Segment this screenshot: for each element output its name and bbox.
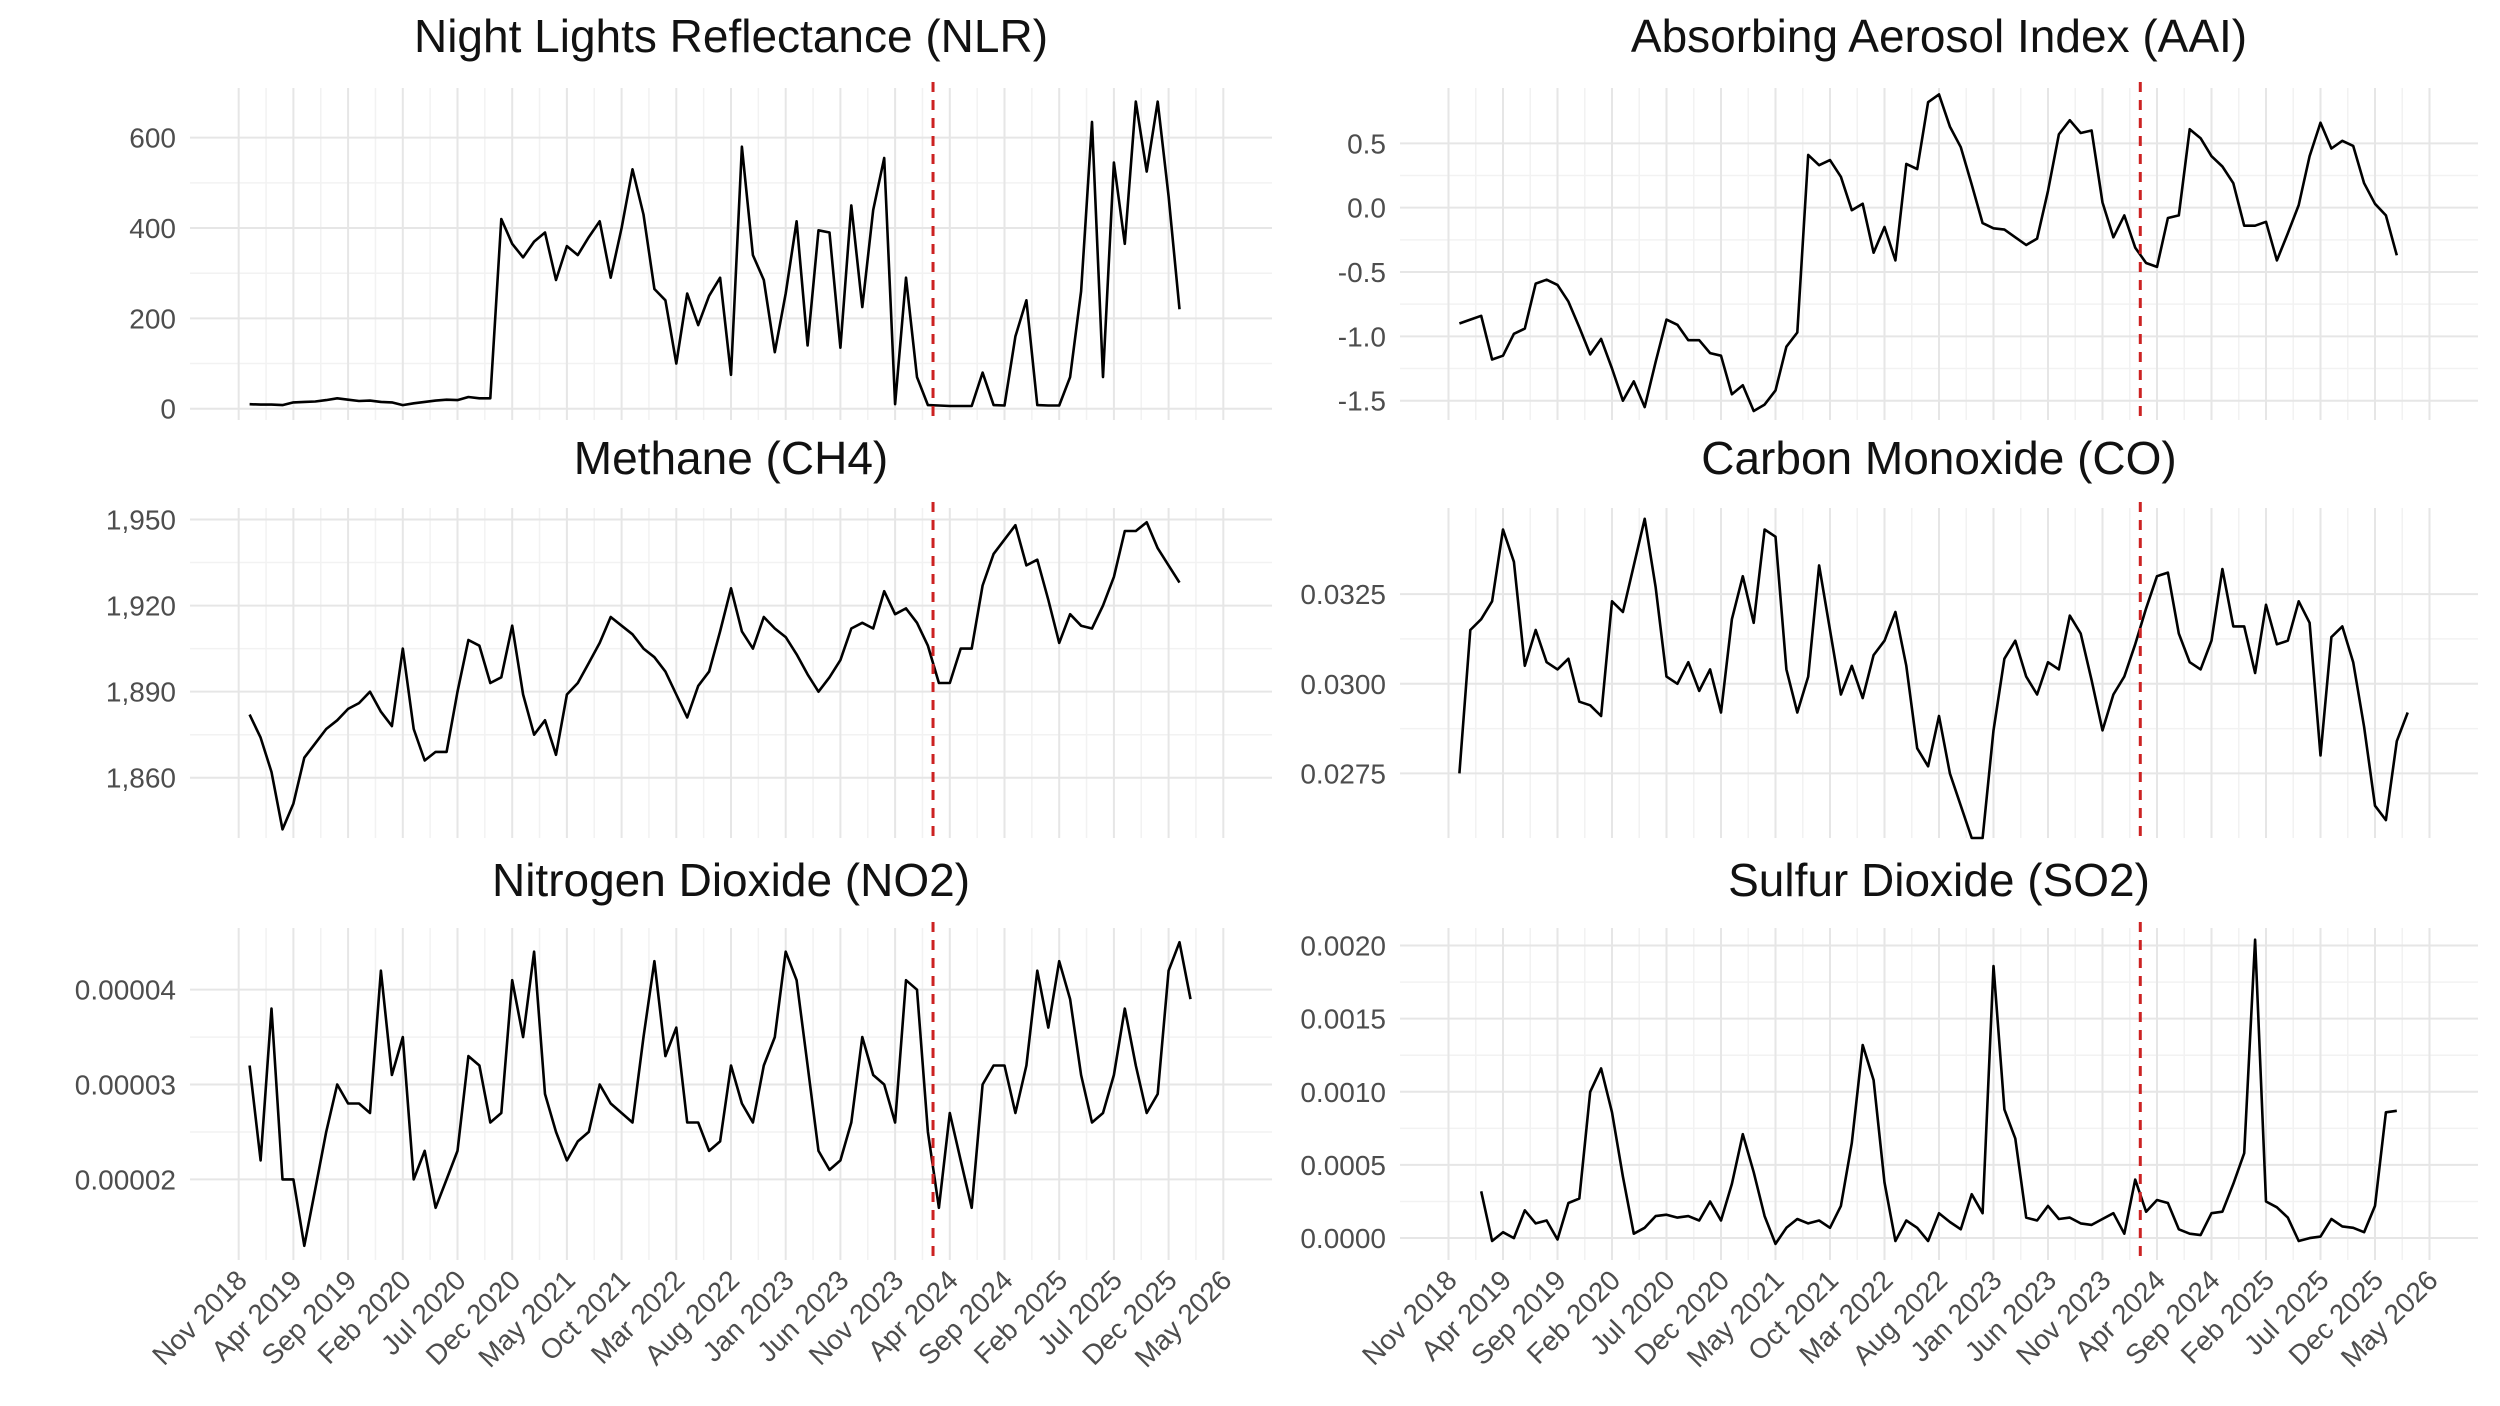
y-tick-label: 0.0005: [1300, 1150, 1386, 1181]
panel-title: Carbon Monoxide (CO): [1701, 432, 2177, 484]
series-line: [248, 520, 1181, 831]
y-tick-label: 0.00004: [75, 975, 176, 1006]
y-tick-label: 0.0020: [1300, 931, 1386, 962]
y-tick-label: 200: [129, 303, 176, 334]
y-tick-label: 1,950: [106, 504, 176, 535]
panel-title: Night Lights Reflectance (NLR): [414, 10, 1048, 62]
y-tick-label: 0.0015: [1300, 1004, 1386, 1035]
series-line: [248, 940, 1192, 1248]
series-line: [1458, 93, 2399, 413]
chart-panel: 1,860 1,890 1,920 1,950 Methane (CH4): [106, 432, 1272, 838]
y-tick-label: 0.00003: [75, 1070, 176, 1101]
chart-panel: -1.5 -1.0 -0.5 0.0 0.5 Absorbing Aerosol Inde…: [1338, 10, 2478, 420]
y-tick-label: 1,860: [106, 763, 176, 794]
chart-panel: 0 200 400 600 Night Lights Reflectance (NLR): [129, 10, 1272, 425]
panel-title: Methane (CH4): [574, 432, 888, 484]
y-tick-label: -0.5: [1338, 257, 1386, 288]
y-tick-label: 1,890: [106, 677, 176, 708]
panel-title: Absorbing Aerosol Index (AAI): [1631, 10, 2247, 62]
y-tick-label: -1.0: [1338, 321, 1386, 352]
panel-title: Sulfur Dioxide (SO2): [1728, 854, 2150, 906]
y-tick-label: 0.0300: [1300, 669, 1386, 700]
y-tick-label: 1,920: [106, 591, 176, 622]
y-tick-label: 0: [160, 394, 176, 425]
y-tick-label: 0.0: [1347, 193, 1386, 224]
y-tick-label: 0.0325: [1300, 579, 1386, 610]
y-tick-label: 0.00002: [75, 1164, 176, 1195]
y-tick-label: -1.5: [1338, 386, 1386, 417]
y-tick-label: 0.0000: [1300, 1223, 1386, 1254]
y-tick-label: 0.0010: [1300, 1077, 1386, 1108]
y-tick-label: 0.0275: [1300, 758, 1386, 789]
y-tick-label: 600: [129, 123, 176, 154]
series-line: [1479, 938, 2397, 1246]
y-tick-label: 400: [129, 213, 176, 244]
chart-panel: 0.0275 0.0300 0.0325 Carbon Monoxide (CO): [1300, 432, 2478, 840]
panel-title: Nitrogen Dioxide (NO2): [492, 854, 970, 906]
series-line: [249, 100, 1181, 408]
series-line: [1458, 517, 2409, 840]
y-tick-label: 0.5: [1347, 128, 1386, 159]
